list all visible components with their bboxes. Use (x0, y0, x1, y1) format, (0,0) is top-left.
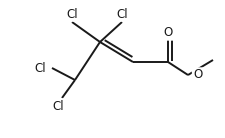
Text: O: O (163, 26, 172, 39)
Text: Cl: Cl (66, 7, 77, 21)
Text: Cl: Cl (52, 99, 63, 112)
Text: Cl: Cl (34, 62, 46, 75)
Text: Cl: Cl (116, 7, 127, 21)
Text: O: O (192, 68, 201, 82)
